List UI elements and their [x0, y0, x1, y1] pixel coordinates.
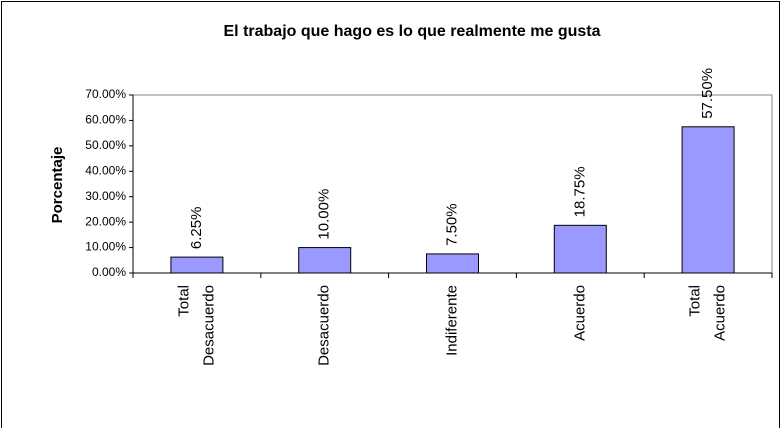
y-tick-label: 50.00% [85, 138, 126, 152]
y-tick-label: 40.00% [85, 163, 126, 177]
x-tick-label-line: Total [687, 285, 704, 317]
bar [681, 126, 735, 274]
y-tick-label: 70.00% [85, 87, 126, 101]
bar [426, 253, 479, 274]
bar [298, 247, 352, 274]
plot-area [132, 94, 773, 274]
x-tick-label: Desacuerdo [316, 285, 333, 366]
x-tick-label: Total Acuerdo [687, 285, 729, 341]
bar [170, 256, 224, 274]
y-tick-label: 20.00% [85, 214, 126, 228]
x-tick-label-line: Total [175, 285, 192, 317]
x-tick-label-line: Acuerdo [712, 285, 729, 341]
y-tick-label: 0.00% [92, 265, 126, 279]
y-tick-label: 60.00% [85, 113, 126, 127]
data-label: 7.50% [443, 203, 460, 246]
chart-title: El trabajo que hago es lo que realmente … [224, 23, 601, 40]
x-tick-label: Acuerdo [571, 285, 588, 341]
y-tick-label: 30.00% [85, 189, 126, 203]
x-tick-label-line: Indiferente [443, 285, 460, 356]
x-tick-label: Total Desacuerdo [175, 285, 217, 366]
x-tick-label-line: Acuerdo [571, 285, 588, 341]
x-tick-label: Indiferente [443, 285, 460, 356]
y-axis-label: Porcentaje [49, 147, 66, 224]
data-label: 6.25% [188, 207, 205, 250]
data-label: 18.75% [571, 166, 588, 217]
x-tick-label-line: Desacuerdo [200, 285, 217, 366]
data-label: 57.50% [699, 68, 716, 119]
x-tick-label-line: Desacuerdo [316, 285, 333, 366]
y-tick-label: 10.00% [85, 240, 126, 254]
bar [553, 224, 607, 274]
data-label: 10.00% [316, 189, 333, 240]
